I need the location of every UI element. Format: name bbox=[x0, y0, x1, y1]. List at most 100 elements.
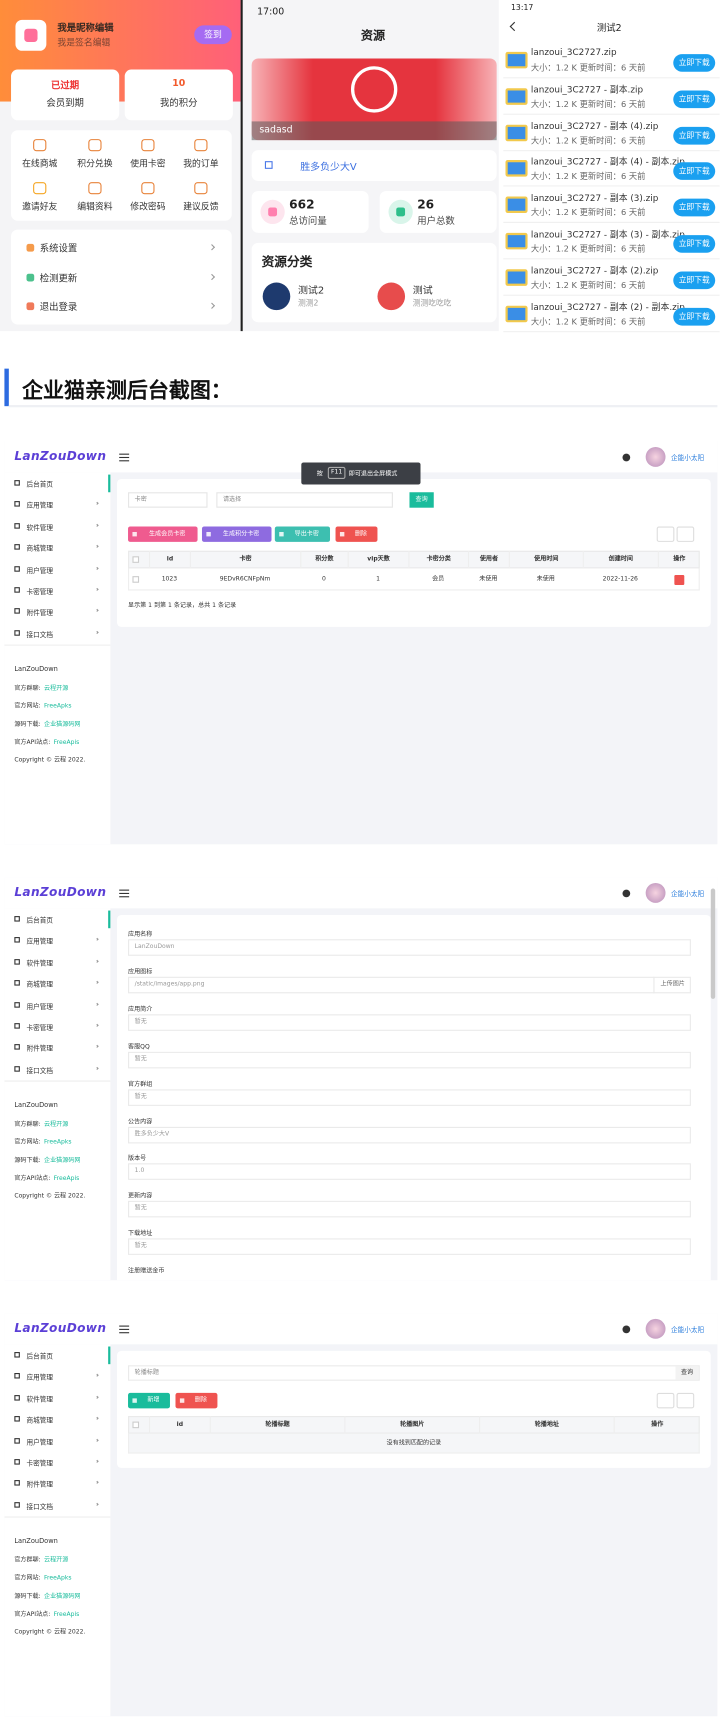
checkin-button[interactable]: 签到 bbox=[194, 25, 232, 45]
avatar[interactable] bbox=[645, 1318, 666, 1339]
field-input[interactable]: 暂无 bbox=[128, 1201, 691, 1218]
button[interactable]: 删除 bbox=[175, 1392, 218, 1409]
row-delete-button[interactable] bbox=[674, 575, 685, 585]
filter-select[interactable]: 请选择 bbox=[216, 492, 393, 508]
footer-link[interactable]: 云程开源 bbox=[43, 1121, 69, 1128]
sidebar-item[interactable]: 后台首页 bbox=[26, 1353, 53, 1361]
grid-label[interactable]: 在线商城 bbox=[22, 158, 58, 169]
grid-label[interactable]: 修改密码 bbox=[130, 201, 166, 212]
avatar[interactable] bbox=[645, 882, 666, 903]
tool-button[interactable] bbox=[656, 526, 675, 542]
logo[interactable]: LanZouDown bbox=[14, 1321, 107, 1336]
sidebar-item[interactable]: 软件管理 bbox=[26, 1395, 53, 1404]
sidebar-item[interactable]: 用户管理 bbox=[26, 1002, 53, 1011]
footer-link[interactable]: FreeApks bbox=[43, 1139, 72, 1146]
sidebar-item[interactable]: 用户管理 bbox=[26, 1438, 53, 1447]
sidebar-item[interactable]: 接口文档 bbox=[26, 1067, 53, 1075]
field-input[interactable]: 暂无 bbox=[128, 1088, 691, 1106]
avatar[interactable] bbox=[645, 446, 666, 467]
footer-link[interactable]: FreeApis bbox=[53, 1611, 80, 1618]
footer-link[interactable]: 云程开源 bbox=[43, 685, 69, 693]
button[interactable]: 新增 bbox=[128, 1392, 170, 1409]
field-input[interactable]: /static/images/app.png bbox=[128, 976, 691, 994]
tool-button[interactable] bbox=[656, 1392, 675, 1409]
button[interactable]: 生成积分卡密 bbox=[201, 526, 272, 542]
theme-icon[interactable] bbox=[622, 1325, 631, 1334]
query-button[interactable]: 查询 bbox=[409, 492, 434, 508]
footer-link[interactable]: 企业猫源码网 bbox=[43, 1157, 81, 1164]
button[interactable]: 生成会员卡密 bbox=[128, 526, 198, 542]
sidebar-item[interactable]: 附件管理 bbox=[26, 1045, 53, 1054]
sidebar-item[interactable]: 应用管理 bbox=[26, 502, 53, 511]
grid-label[interactable]: 使用卡密 bbox=[130, 158, 166, 169]
menu-item[interactable]: 系统设置 bbox=[39, 243, 78, 255]
logo[interactable]: LanZouDown bbox=[14, 885, 107, 900]
sidebar-item[interactable]: 软件管理 bbox=[26, 959, 53, 968]
button[interactable]: 导出卡密 bbox=[274, 526, 331, 542]
sidebar-item[interactable]: 接口文档 bbox=[26, 631, 53, 639]
download-button[interactable]: 立即下载 bbox=[673, 54, 716, 72]
sidebar-item[interactable]: 后台首页 bbox=[26, 917, 53, 925]
menu-item[interactable]: 检测更新 bbox=[39, 273, 78, 285]
field-input[interactable]: 胜多负少大V bbox=[128, 1126, 691, 1143]
grid-label[interactable]: 编辑资料 bbox=[77, 201, 113, 212]
footer-link[interactable]: FreeApis bbox=[53, 1175, 80, 1182]
download-button[interactable]: 立即下载 bbox=[673, 126, 716, 145]
sidebar-item[interactable]: 接口文档 bbox=[26, 1503, 53, 1511]
search-input[interactable]: 轮播标题 bbox=[128, 1365, 700, 1381]
footer-link[interactable]: FreeApks bbox=[43, 1575, 72, 1582]
query-button[interactable]: 查询 bbox=[675, 1366, 699, 1380]
checkbox[interactable] bbox=[132, 556, 140, 563]
sidebar-item[interactable]: 卡密管理 bbox=[26, 1460, 53, 1468]
upload-button[interactable]: 上传图片 bbox=[653, 976, 691, 994]
download-button[interactable]: 立即下载 bbox=[673, 162, 716, 181]
sidebar-item[interactable]: 应用管理 bbox=[26, 938, 53, 947]
download-button[interactable]: 立即下载 bbox=[673, 90, 716, 108]
footer-link[interactable]: FreeApis bbox=[53, 739, 80, 746]
checkbox[interactable] bbox=[132, 576, 140, 583]
sidebar-item[interactable]: 卡密管理 bbox=[26, 588, 53, 596]
sidebar-item[interactable]: 后台首页 bbox=[26, 481, 53, 489]
field-input[interactable]: 暂无 bbox=[128, 1238, 691, 1256]
field-input[interactable]: 1.0 bbox=[128, 1163, 691, 1181]
tool-button[interactable] bbox=[676, 526, 695, 542]
user-name[interactable]: 企能小太阳 bbox=[671, 454, 705, 463]
grid-label[interactable]: 我的订单 bbox=[183, 158, 219, 169]
filter-input[interactable]: 卡密 bbox=[128, 492, 208, 508]
menu-item[interactable]: 退出登录 bbox=[39, 302, 78, 314]
grid-label[interactable]: 积分兑换 bbox=[77, 158, 113, 169]
sidebar-item[interactable]: 附件管理 bbox=[26, 609, 53, 618]
footer-link[interactable]: 云程开源 bbox=[43, 1557, 69, 1564]
logo[interactable]: LanZouDown bbox=[14, 449, 107, 464]
download-button[interactable]: 立即下载 bbox=[673, 235, 716, 253]
sidebar-item[interactable]: 应用管理 bbox=[26, 1374, 53, 1383]
button[interactable]: 删除 bbox=[335, 526, 378, 542]
theme-icon[interactable] bbox=[622, 453, 631, 462]
sidebar-item[interactable]: 商城管理 bbox=[26, 545, 53, 554]
sidebar-item[interactable]: 卡密管理 bbox=[26, 1024, 53, 1032]
download-button[interactable]: 立即下载 bbox=[673, 307, 716, 326]
field-input[interactable]: LanZouDown bbox=[128, 939, 691, 956]
field-input[interactable]: 暂无 bbox=[128, 1014, 691, 1031]
checkbox[interactable] bbox=[132, 1421, 140, 1429]
download-button[interactable]: 立即下载 bbox=[673, 198, 716, 217]
sidebar-item[interactable]: 附件管理 bbox=[26, 1481, 53, 1490]
category-name[interactable]: 测试 bbox=[412, 285, 433, 297]
sidebar-item[interactable]: 商城管理 bbox=[26, 1417, 53, 1426]
category-name[interactable]: 测试2 bbox=[297, 285, 325, 297]
footer-link[interactable]: 企业猫源码网 bbox=[43, 1593, 81, 1600]
field-input[interactable]: 暂无 bbox=[128, 1051, 691, 1069]
category-icon[interactable] bbox=[262, 282, 291, 311]
footer-link[interactable]: FreeApks bbox=[43, 703, 72, 711]
tool-button[interactable] bbox=[676, 1392, 695, 1409]
sidebar-item[interactable]: 用户管理 bbox=[26, 566, 53, 575]
user-name[interactable]: 企能小太阳 bbox=[671, 890, 705, 899]
footer-link[interactable]: 企业猫源码网 bbox=[43, 721, 81, 728]
grid-label[interactable]: 建议反馈 bbox=[183, 201, 219, 212]
sidebar-item[interactable]: 软件管理 bbox=[26, 524, 53, 532]
sidebar-item[interactable]: 商城管理 bbox=[26, 981, 53, 990]
theme-icon[interactable] bbox=[622, 889, 631, 898]
grid-label[interactable]: 邀请好友 bbox=[22, 201, 58, 212]
category-icon[interactable] bbox=[377, 282, 406, 311]
user-name[interactable]: 企能小太阳 bbox=[671, 1326, 705, 1335]
